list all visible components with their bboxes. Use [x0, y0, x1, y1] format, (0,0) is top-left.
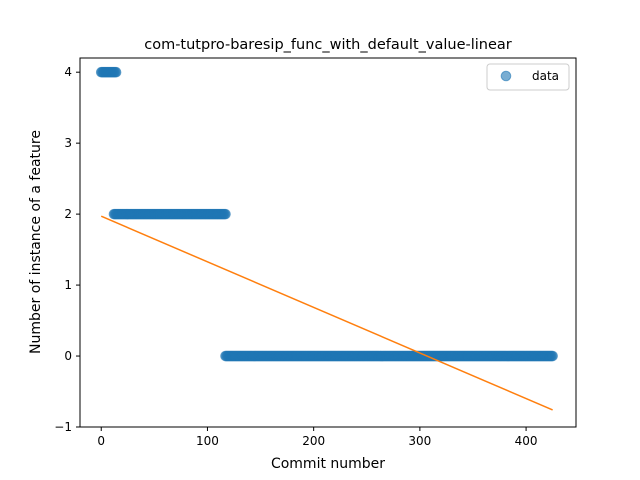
data-points: [95, 66, 558, 362]
data-point: [110, 66, 122, 78]
y-tick-label: 1: [64, 278, 72, 292]
y-tick-label: 0: [64, 349, 72, 363]
y-tick-label: 4: [64, 65, 72, 79]
legend-label-data: data: [532, 69, 559, 83]
x-tick-label: 100: [196, 434, 219, 448]
legend: data: [486, 63, 570, 91]
y-axis-label: Number of instance of a feature: [28, 130, 44, 354]
y-tick-label: 3: [64, 136, 72, 150]
fit-line-group: [100, 215, 553, 411]
plot-frame: [79, 57, 577, 428]
x-tick-label: 200: [302, 434, 325, 448]
y-tick-label: −1: [54, 420, 72, 434]
x-tick-label: 300: [408, 434, 431, 448]
x-axis-label: Commit number: [271, 456, 385, 472]
legend-marker-data: [500, 70, 512, 82]
y-tick-label: 2: [64, 207, 72, 221]
legend-box: [486, 63, 570, 91]
data-point: [547, 350, 558, 362]
x-tick-label: 400: [515, 434, 538, 448]
x-axis-ticks: 0 100 200 300 400: [97, 427, 538, 448]
fit-line: [100, 215, 553, 411]
y-axis-ticks: −1 0 1 2 3 4: [54, 65, 80, 434]
data-point: [220, 208, 231, 220]
x-tick-label: 0: [97, 434, 105, 448]
chart-title: com-tutpro-baresip_func_with_default_val…: [144, 37, 512, 53]
